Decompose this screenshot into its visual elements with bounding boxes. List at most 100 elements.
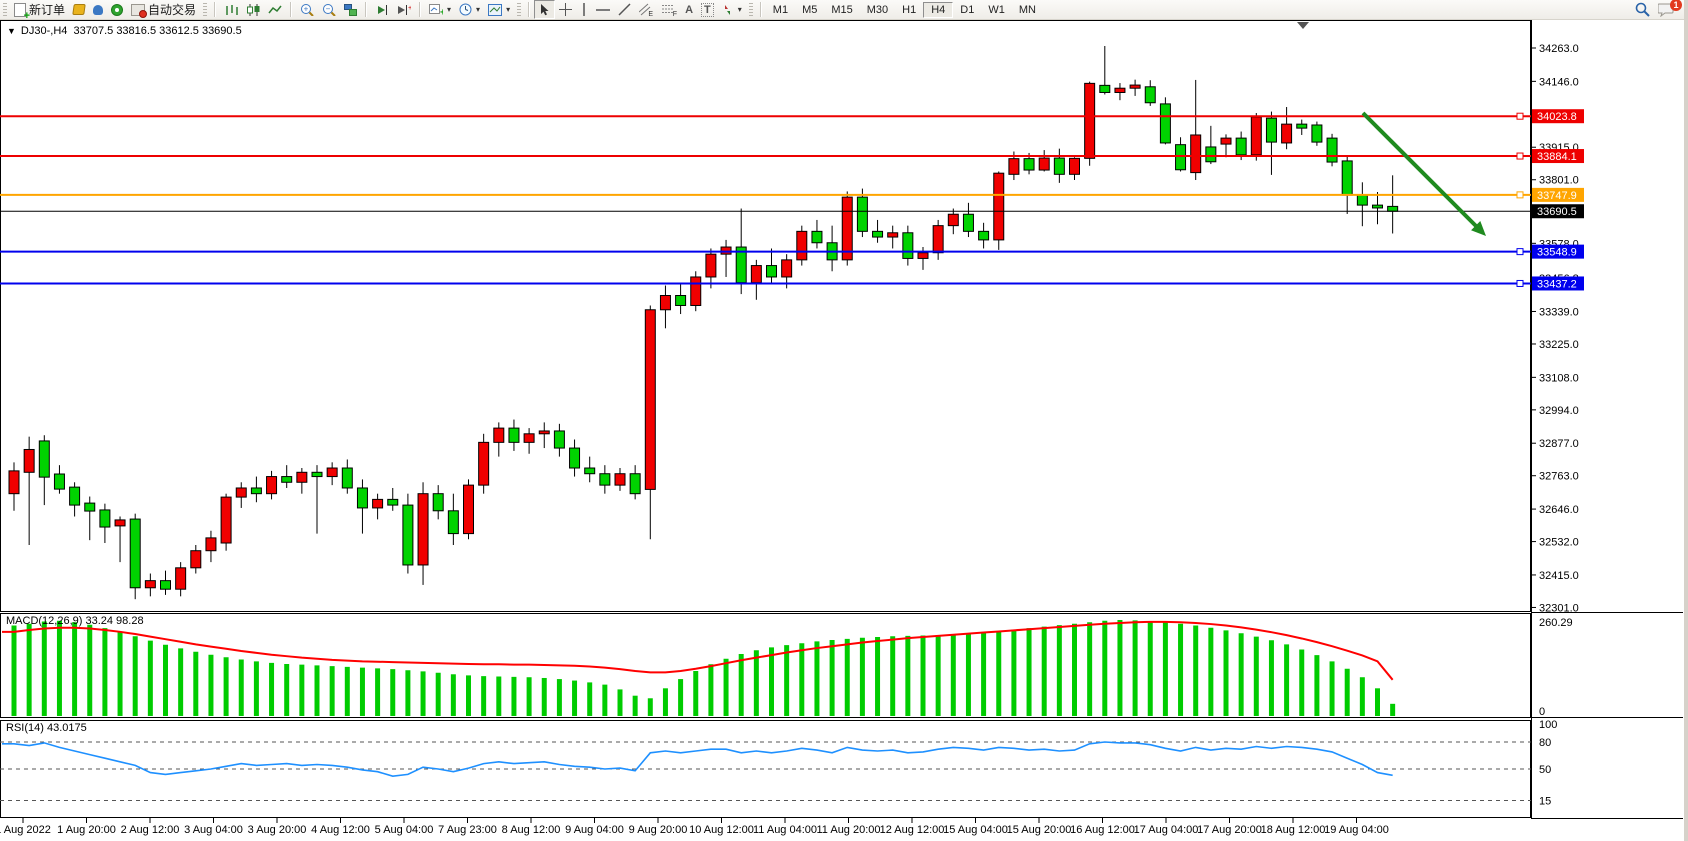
text-icon: A: [685, 3, 694, 16]
equidistant-channel-button[interactable]: E: [635, 1, 658, 18]
zoom-in-icon: +: [301, 4, 314, 16]
tf-d1-button[interactable]: D1: [960, 3, 975, 16]
toolbar-grip[interactable]: [203, 2, 208, 17]
text-button[interactable]: A: [681, 1, 697, 18]
candle-body: [1099, 84, 1111, 93]
price-tick-label: 33801.0: [1539, 175, 1579, 187]
channel-letter: E: [648, 11, 653, 16]
price-tick-label: 33225.0: [1539, 339, 1579, 351]
price-line-badge: [1532, 276, 1584, 291]
periods-button[interactable]: ▾: [455, 1, 484, 18]
date-label: 18 Aug 12:00: [1261, 824, 1326, 836]
candle-body: [250, 487, 262, 495]
candle-body: [190, 550, 202, 569]
candle-body: [1296, 123, 1308, 129]
templates-button[interactable]: ▾: [484, 1, 514, 18]
candle-body: [1326, 137, 1338, 163]
candle-body: [432, 493, 444, 512]
macd-axis-min: 0: [1539, 706, 1545, 718]
chart-shift-marker[interactable]: [1297, 22, 1309, 29]
tile-windows-button[interactable]: [340, 1, 361, 18]
auto-scroll-button[interactable]: [371, 1, 393, 18]
chat-button[interactable]: 1: [1654, 0, 1682, 18]
cursor-icon: [541, 4, 549, 16]
zoom-out-button[interactable]: −: [318, 1, 340, 18]
candle-body: [766, 265, 777, 278]
dropdown-caret: ▾: [476, 5, 481, 14]
tf-m5-button[interactable]: M5: [802, 3, 818, 16]
periods-clock-icon: [459, 3, 472, 16]
line-chart-button[interactable]: [264, 1, 286, 18]
equidistant-channel-icon: E: [639, 3, 653, 16]
tf-h4-button[interactable]: H4: [923, 1, 954, 18]
candle-body: [160, 580, 171, 590]
line-handle[interactable]: [1516, 279, 1524, 287]
dropdown-caret: ▾: [506, 5, 511, 14]
candle-body: [781, 259, 793, 278]
search-button[interactable]: [1631, 1, 1654, 18]
tf-w1-button[interactable]: W1: [988, 3, 1005, 16]
candle-body: [932, 225, 944, 254]
date-label: 1 Aug 2022: [0, 824, 51, 836]
candle-body: [1220, 137, 1232, 145]
toolbar-grip[interactable]: [517, 2, 522, 17]
tf-m30-button[interactable]: M30: [866, 3, 889, 16]
price-tick-label: 32301.0: [1539, 602, 1579, 614]
candle-body: [1084, 82, 1096, 159]
trendline-button[interactable]: [614, 1, 635, 18]
candle-body: [311, 471, 323, 478]
bar-chart-icon: [226, 4, 238, 15]
fibo-letter: F: [673, 11, 677, 16]
line-handle[interactable]: [1516, 248, 1524, 256]
candle-body: [508, 427, 520, 443]
market-watch-button[interactable]: [69, 1, 89, 18]
tf-h1-button[interactable]: H1: [902, 3, 917, 16]
crosshair-icon: [559, 3, 573, 16]
toolbar-grip[interactable]: [3, 2, 7, 17]
chart-shift-button[interactable]: +: [393, 1, 415, 18]
trend-arrow-object[interactable]: [1361, 111, 1480, 230]
line-handle[interactable]: [1516, 152, 1524, 160]
price-line-badge-label: 34023.8: [1537, 111, 1577, 123]
bar-chart-button[interactable]: [220, 1, 242, 18]
arrows-button[interactable]: ▾: [718, 1, 746, 18]
candle-body: [917, 252, 929, 259]
cursor-button[interactable]: [534, 0, 556, 19]
trend-arrow-head: [1471, 221, 1486, 236]
signals-button[interactable]: [107, 1, 127, 18]
separator: [365, 2, 368, 17]
community-button[interactable]: [89, 1, 107, 18]
tf-mn-button[interactable]: MN: [1018, 3, 1036, 16]
tf-m1-button[interactable]: M1: [772, 3, 789, 16]
new-order-button[interactable]: 新订单: [10, 1, 69, 22]
date-label: 7 Aug 23:00: [438, 824, 497, 836]
text-label-button[interactable]: T: [697, 1, 718, 18]
line-handle[interactable]: [1516, 191, 1524, 199]
candle-body: [690, 276, 702, 306]
dropdown-caret: ▾: [447, 5, 452, 14]
vertical-line-button[interactable]: [576, 1, 592, 18]
arrows-icon: [724, 4, 730, 15]
candle-body: [205, 537, 217, 552]
candle-body: [493, 427, 505, 443]
candle-body: [1053, 157, 1065, 175]
fibonacci-button[interactable]: F: [658, 1, 681, 18]
candlestick-button[interactable]: [242, 1, 264, 18]
horizontal-line-button[interactable]: [592, 1, 614, 18]
tf-m15-button[interactable]: M15: [831, 3, 853, 16]
separator: [214, 2, 217, 17]
autotrade-button[interactable]: 自动交易: [127, 1, 200, 18]
candle-body: [1281, 123, 1293, 144]
line-handle[interactable]: [1516, 112, 1524, 120]
line-chart-icon: [268, 5, 282, 13]
crosshair-button[interactable]: [555, 1, 576, 18]
toolbar-grip[interactable]: [748, 2, 753, 17]
price-tick-label: 32646.0: [1539, 504, 1579, 516]
candle-body: [38, 440, 50, 478]
collapse-triangle-icon[interactable]: ▼: [7, 26, 16, 36]
indicators-button[interactable]: + ▾: [425, 1, 455, 18]
date-label: 8 Aug 12:00: [502, 824, 561, 836]
date-label: 15 Aug 20:00: [1007, 824, 1072, 836]
zoom-in-button[interactable]: +: [296, 1, 318, 18]
